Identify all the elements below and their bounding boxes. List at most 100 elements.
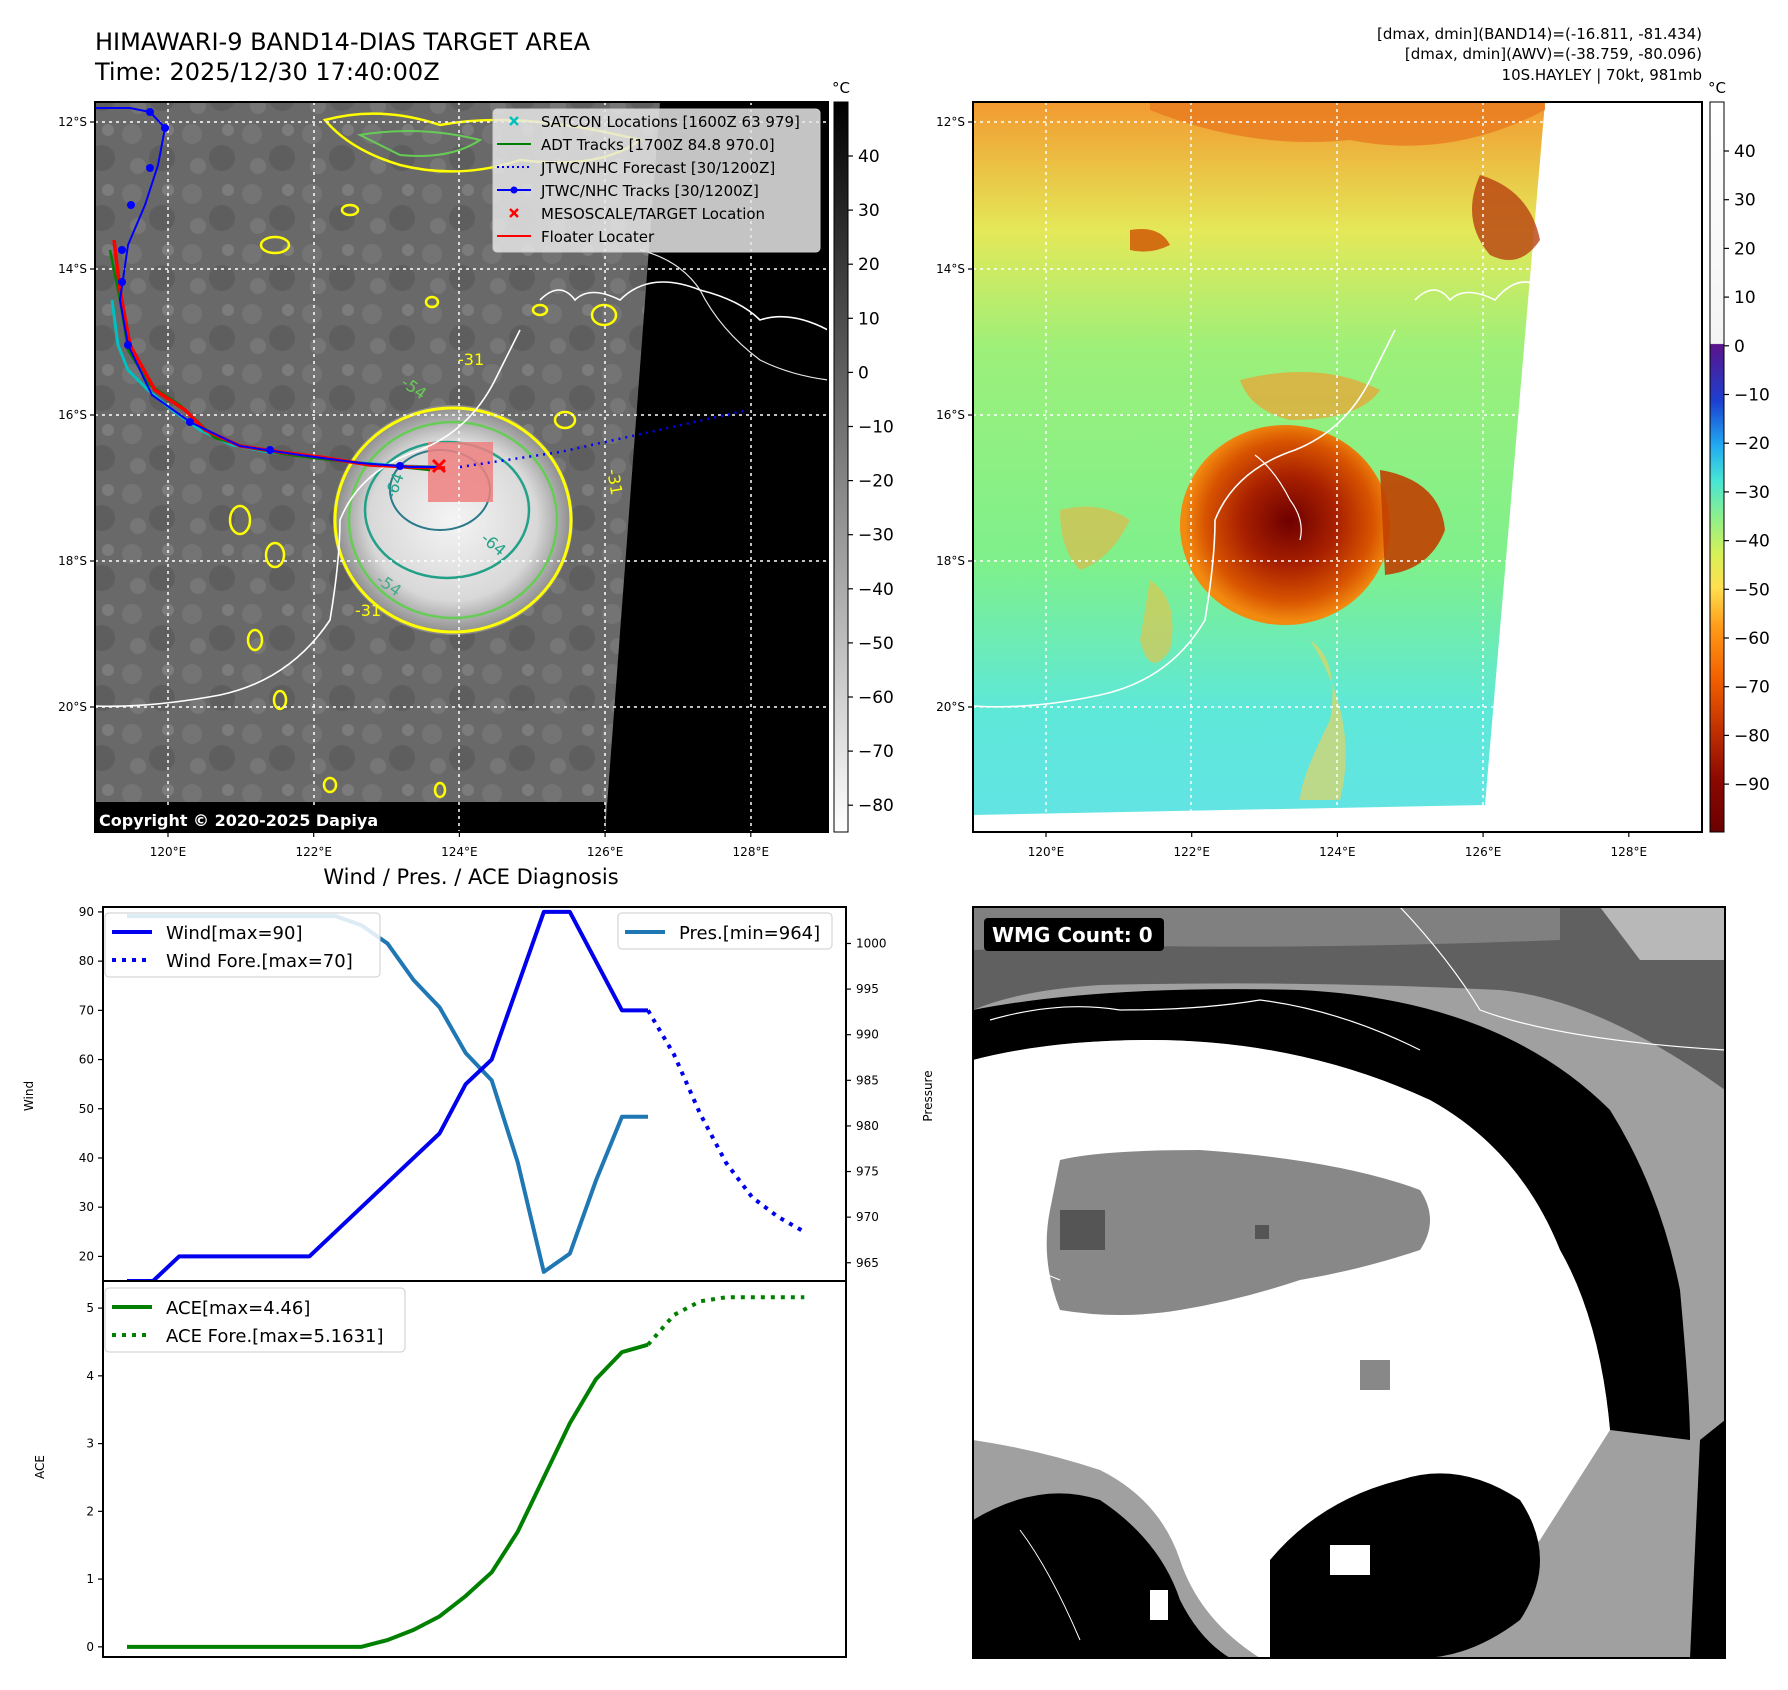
ir-legend: SATCON Locations [1600Z 63 979] ADT Trac… bbox=[492, 108, 821, 253]
colorbar-tick-label: 40 bbox=[858, 147, 880, 167]
legend-label-satcon: SATCON Locations [1600Z 63 979] bbox=[541, 113, 800, 131]
pressure-y-tick-label: 975 bbox=[856, 1165, 879, 1179]
colorbar-tick-label: 0 bbox=[858, 363, 869, 383]
legend-item-satcon: SATCON Locations [1600Z 63 979] bbox=[509, 113, 800, 131]
map-x-tick-label: 124°E bbox=[1319, 845, 1356, 859]
legend-item-forecast: JTWC/NHC Forecast [30/1200Z] bbox=[497, 159, 775, 177]
ace-ylabel: ACE bbox=[33, 1455, 47, 1479]
colorbar-tick-label: 40 bbox=[1734, 142, 1756, 162]
ir-colorbar: °C 40 30 20 10 0 −10 −20 −30 −40 −50 −60 −70 −80 bbox=[832, 79, 894, 833]
map-y-tick-label: 14°S bbox=[58, 262, 87, 276]
colorbar-tick-label: −20 bbox=[858, 472, 894, 492]
colorbar-tick-label: 20 bbox=[1734, 239, 1756, 259]
pressure-y-tick-label: 1000 bbox=[856, 936, 887, 950]
colorbar-tick-label: 20 bbox=[858, 255, 880, 275]
colorbar-tick-label: −70 bbox=[1734, 678, 1770, 698]
ace-y-tick-label: 0 bbox=[86, 1640, 94, 1654]
awv-map: 120°E 122°E 124°E 126°E 128°E 12°S 14°S 16°S 18… bbox=[936, 101, 1703, 859]
wind-y-tick-label: 90 bbox=[79, 905, 94, 919]
wind-y-tick-label: 80 bbox=[79, 954, 94, 968]
wind-y-tick-label: 40 bbox=[79, 1151, 94, 1165]
wmg-panel: WMG Count: 0 bbox=[972, 906, 1726, 1659]
colorbar-tick-label: 10 bbox=[1734, 288, 1756, 308]
map-x-tick-label: 126°E bbox=[1465, 845, 1502, 859]
wind-y-tick-label: 70 bbox=[79, 1003, 94, 1017]
figure-title: HIMAWARI-9 BAND14-DIAS TARGET AREA bbox=[95, 28, 591, 56]
map-y-tick-label: 12°S bbox=[936, 115, 965, 129]
colorbar-tick-label: −50 bbox=[1734, 580, 1770, 600]
pressure-y-tick-label: 980 bbox=[856, 1119, 879, 1133]
map-y-tick-label: 16°S bbox=[58, 408, 87, 422]
colorbar-tick-label: −80 bbox=[858, 796, 894, 816]
wind-pres-chart: 20 30 40 50 60 70 80 90 965 970 975 980 985 990 995 100… bbox=[22, 905, 935, 1283]
ace-y-tick-label: 5 bbox=[86, 1301, 94, 1315]
map-x-tick-label: 122°E bbox=[1173, 845, 1210, 859]
ace-y-tick-label: 4 bbox=[86, 1369, 94, 1383]
awv-y-ticks: 12°S 14°S 16°S 18°S 20°S bbox=[936, 115, 973, 714]
ace-line bbox=[127, 1342, 649, 1649]
legend-item-adt: ADT Tracks [1700Z 84.8 970.0] bbox=[497, 136, 775, 154]
map-x-tick-label: 122°E bbox=[295, 845, 332, 859]
colorbar-tick-label: −50 bbox=[858, 634, 894, 654]
map-y-tick-label: 20°S bbox=[936, 700, 965, 714]
colorbar-tick-label: 30 bbox=[1734, 191, 1756, 211]
map-x-tick-label: 124°E bbox=[441, 845, 478, 859]
awv-colorbar: °C 40 30 20 10 0 −10 −20 −30 −40 −50 −60 −70 −80 −90 bbox=[1708, 79, 1770, 833]
legend-item-tracks: JTWC/NHC Tracks [30/1200Z] bbox=[497, 182, 759, 200]
map-y-tick-label: 16°S bbox=[936, 408, 965, 422]
map-x-tick-label: 128°E bbox=[1611, 845, 1648, 859]
map-y-tick-label: 12°S bbox=[58, 115, 87, 129]
legend-wind: Wind[max=90] bbox=[166, 923, 303, 944]
wind-y-tick-label: 30 bbox=[79, 1200, 94, 1214]
ir-x-ticks: 120°E 122°E 124°E 126°E 128°E bbox=[150, 832, 769, 859]
colorbar-tick-label: −90 bbox=[1734, 775, 1770, 795]
wmg-count-text: WMG Count: 0 bbox=[992, 923, 1153, 947]
colorbar-tick-label: −30 bbox=[858, 526, 894, 546]
contour-label-3: -31 bbox=[458, 350, 484, 369]
colorbar-tick-label: −70 bbox=[858, 742, 894, 762]
wind-forecast-line bbox=[646, 1009, 806, 1234]
ace-y-tick-label: 2 bbox=[86, 1504, 94, 1518]
pressure-ylabel: Pressure bbox=[921, 1070, 935, 1121]
map-x-tick-label: 126°E bbox=[587, 845, 624, 859]
wmg-count-box bbox=[984, 918, 1164, 951]
figure-time: Time: 2025/12/30 17:40:00Z bbox=[94, 58, 440, 86]
legend-label-floater: Floater Locater bbox=[541, 228, 655, 246]
colorbar-tick-label: 10 bbox=[858, 309, 880, 329]
map-x-tick-label: 128°E bbox=[733, 845, 770, 859]
colorbar-tick-label: −80 bbox=[1734, 726, 1770, 746]
map-y-tick-label: 18°S bbox=[58, 554, 87, 568]
wind-line bbox=[127, 909, 648, 1283]
contour-label-2: -31 bbox=[603, 467, 626, 496]
diagnosis-title: Wind / Pres. / ACE Diagnosis bbox=[323, 865, 618, 889]
wind-y-tick-label: 50 bbox=[79, 1102, 94, 1116]
copyright-box bbox=[95, 807, 405, 832]
legend-label-forecast: JTWC/NHC Forecast [30/1200Z] bbox=[540, 159, 775, 177]
wind-legend: Wind[max=90] Wind Fore.[max=70] bbox=[104, 912, 381, 978]
pressure-y-tick-label: 985 bbox=[856, 1073, 879, 1087]
wind-y-tick-label: 20 bbox=[79, 1249, 94, 1263]
colorbar-tick-label: −10 bbox=[1734, 386, 1770, 406]
pressure-y-tick-label: 965 bbox=[856, 1256, 879, 1270]
legend-wind-fore: Wind Fore.[max=70] bbox=[166, 951, 353, 972]
map-x-tick-label: 120°E bbox=[150, 845, 187, 859]
awv-x-ticks: 120°E 122°E 124°E 126°E 128°E bbox=[1028, 832, 1647, 859]
map-y-tick-label: 14°S bbox=[936, 262, 965, 276]
colorbar-tick-label: −60 bbox=[1734, 629, 1770, 649]
ace-legend: ACE[max=4.46] ACE Fore.[max=5.1631] bbox=[104, 1287, 406, 1353]
awv-colorbar-unit: °C bbox=[1708, 79, 1726, 97]
wind-ylabel: Wind bbox=[22, 1081, 36, 1111]
map-y-tick-label: 20°S bbox=[58, 700, 87, 714]
info-band14: [dmax, dmin](BAND14)=(-16.811, -81.434) bbox=[1377, 25, 1702, 43]
legend-item-target: MESOSCALE/TARGET Location bbox=[509, 205, 765, 223]
contour-label-1: -31 bbox=[355, 601, 381, 620]
legend-label-target: MESOSCALE/TARGET Location bbox=[541, 205, 765, 223]
pressure-y-tick-label: 970 bbox=[856, 1210, 879, 1224]
legend-pressure: Pres.[min=964] bbox=[679, 923, 820, 944]
pressure-y-tick-label: 995 bbox=[856, 982, 879, 996]
pressure-legend: Pres.[min=964] bbox=[617, 912, 833, 950]
ir-map: -31 -31 -31 -54 -54 -64 -64 SATCON Locat… bbox=[58, 101, 829, 859]
ace-chart: 0 1 2 3 4 5 ACE ACE[max=4.46] ACE Fore.[max=5… bbox=[33, 1280, 847, 1658]
pressure-y-tick-label: 990 bbox=[856, 1028, 879, 1042]
legend-ace: ACE[max=4.46] bbox=[166, 1298, 310, 1319]
